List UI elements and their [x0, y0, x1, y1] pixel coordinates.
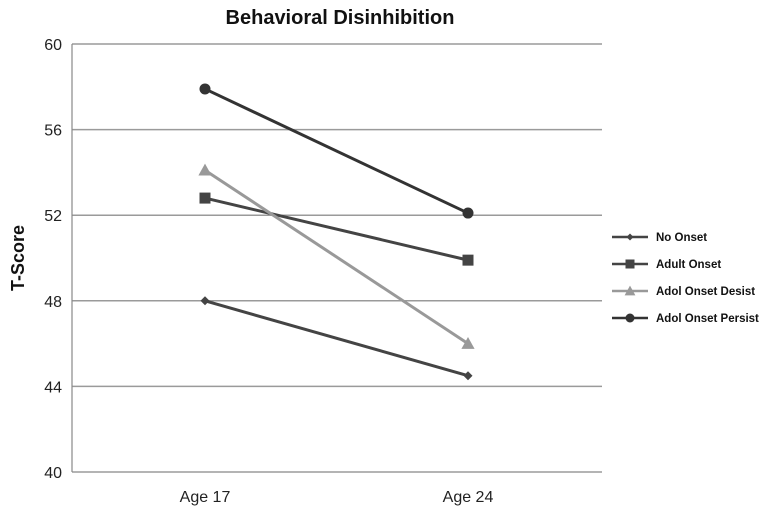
series-adult-onset [199, 192, 474, 266]
y-tick-label-60: 60 [44, 37, 62, 54]
series-line-adol-onset-persist [204, 87, 469, 215]
legend-label-adol-onset-desist: Adol Onset Desist [656, 286, 755, 298]
data-point-no-onset-1 [200, 296, 210, 306]
legend-label-adol-onset-persist: Adol Onset Persist [656, 313, 759, 325]
y-tick-label-40: 40 [44, 465, 62, 482]
y-tick-label-44: 44 [44, 379, 62, 396]
legend-label-no-onset: No Onset [656, 232, 707, 244]
legend-item-adol-onset-desist: Adol Onset Desist [612, 285, 755, 298]
data-point-adol-onset-persist-2 [462, 207, 474, 219]
x-tick-label-1: Age 17 [180, 489, 231, 506]
series-line-adol-onset-desist [204, 169, 469, 345]
data-point-no-onset-2 [463, 371, 473, 381]
chart-title: Behavioral Disinhibition [226, 7, 455, 29]
series-no-onset [200, 296, 473, 381]
legend-marker-adult-onset [625, 259, 635, 269]
data-point-adult-onset-2 [462, 254, 474, 266]
data-point-adol-onset-desist-2 [461, 337, 475, 349]
gridlines [72, 43, 602, 388]
series-line-adult-onset [204, 196, 469, 262]
series-lines [198, 83, 475, 381]
series-adol-onset-desist [198, 163, 475, 349]
legend-marker-adol-onset-desist [624, 285, 636, 296]
data-point-adol-onset-persist-1 [199, 83, 211, 95]
y-tick-labels: 40 44 48 52 56 60 [44, 37, 62, 482]
y-tick-label-56: 56 [44, 123, 62, 140]
legend-item-no-onset: No Onset [612, 232, 707, 244]
data-point-adult-onset-1 [199, 192, 211, 204]
axes [71, 44, 602, 473]
legend: No Onset Adult Onset Adol Onset Desist Adol… [612, 232, 759, 325]
y-tick-label-48: 48 [44, 294, 62, 311]
legend-item-adult-onset: Adult Onset [612, 259, 721, 271]
x-tick-labels: Age 17 Age 24 [180, 489, 494, 506]
series-line-no-onset [204, 299, 469, 378]
legend-label-adult-onset: Adult Onset [656, 259, 721, 271]
legend-marker-adol-onset-persist [625, 313, 635, 323]
y-axis-label: T-Score [8, 225, 28, 291]
data-point-adol-onset-desist-1 [198, 163, 212, 176]
x-tick-label-2: Age 24 [443, 489, 494, 506]
y-tick-label-52: 52 [44, 208, 62, 225]
legend-marker-no-onset [626, 233, 634, 241]
series-adol-onset-persist [199, 83, 474, 219]
legend-item-adol-onset-persist: Adol Onset Persist [612, 313, 759, 325]
